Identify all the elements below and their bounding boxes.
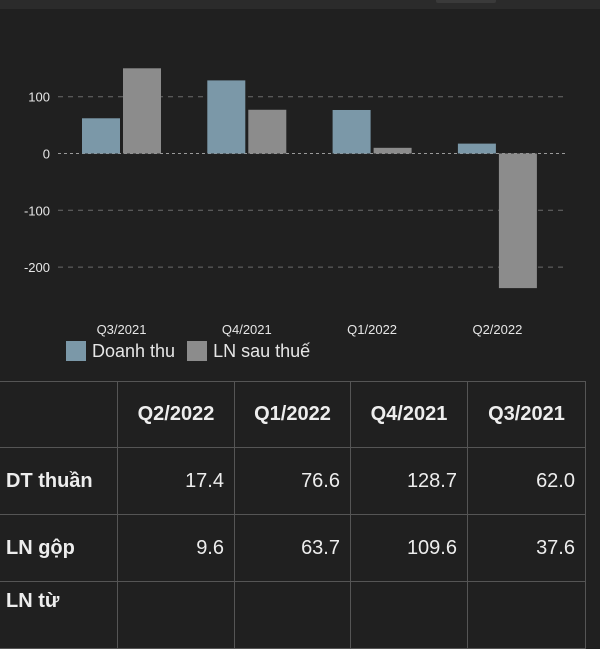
bars [82,68,537,289]
legend-item-doanh-thu: Doanh thu [66,341,175,362]
table-row: LN gộp 9.6 63.7 109.6 37.6 [0,514,586,582]
table-header-cell: Q4/2021 [350,381,468,448]
table-cell: 63.7 [234,514,351,582]
x-tick-label: Q3/2021 [97,322,147,337]
table-header-blank [0,381,118,448]
table-cell [117,581,235,649]
table-header-cell: Q3/2021 [467,381,586,448]
table-row: LN từ [0,581,586,649]
x-tick-label: Q1/2022 [347,322,397,337]
bar-doanh-thu [207,80,246,154]
legend-label-ln-sau-thue: LN sau thuế [213,340,311,361]
top-bar [0,0,600,9]
table-cell: 128.7 [350,447,468,515]
y-tick-label: 0 [43,147,50,162]
x-tick-label: Q4/2021 [222,322,272,337]
legend-item-ln-sau-thue: LN sau thuế [187,341,310,362]
financial-table: Q2/2022 Q1/2022 Q4/2021 Q3/2021 DT thuần… [0,381,586,649]
bar-ln-sau-thue [498,153,537,289]
table-cell [234,581,351,649]
bar-chart: 100 0 -100 -200 Q3/2021 Q4/2021 Q1/2022 Q2/202… [24,68,566,337]
legend-label-doanh-thu: Doanh thu [92,340,176,361]
x-tick-labels: Q3/2021 Q4/2021 Q1/2022 Q2/2022 [97,322,523,337]
table-cell: 37.6 [467,514,586,582]
table-header-cell: Q1/2022 [234,381,351,448]
table-cell [467,581,586,649]
chart-legend: Doanh thu LN sau thuế [66,338,322,364]
legend-swatch-doanh-thu [66,341,86,361]
table-header-row: Q2/2022 Q1/2022 Q4/2021 Q3/2021 [0,381,586,448]
bar-doanh-thu [82,118,120,154]
y-tick-label: -100 [24,203,50,218]
table-cell: 76.6 [234,447,351,515]
bar-doanh-thu [332,109,371,154]
table-cell: 17.4 [117,447,235,515]
row-label: LN gộp [0,514,118,582]
bar-ln-sau-thue [373,147,412,154]
bar-ln-sau-thue [123,68,161,154]
y-tick-label: 100 [28,90,50,105]
x-tick-label: Q2/2022 [472,322,522,337]
y-tick-labels: 100 0 -100 -200 [24,90,50,275]
table-cell: 109.6 [350,514,468,582]
table-cell [350,581,468,649]
row-label: DT thuần [0,447,118,515]
row-label: LN từ [0,581,118,649]
table-header-cell: Q2/2022 [117,381,235,448]
y-tick-label: -200 [24,260,50,275]
table-row: DT thuần 17.4 76.6 128.7 62.0 [0,447,586,515]
table-cell: 62.0 [467,447,586,515]
bar-doanh-thu [457,143,496,154]
bar-ln-sau-thue [248,109,287,154]
legend-swatch-ln-sau-thue [187,341,208,361]
top-bar-handle [436,0,496,3]
table-cell: 9.6 [117,514,235,582]
